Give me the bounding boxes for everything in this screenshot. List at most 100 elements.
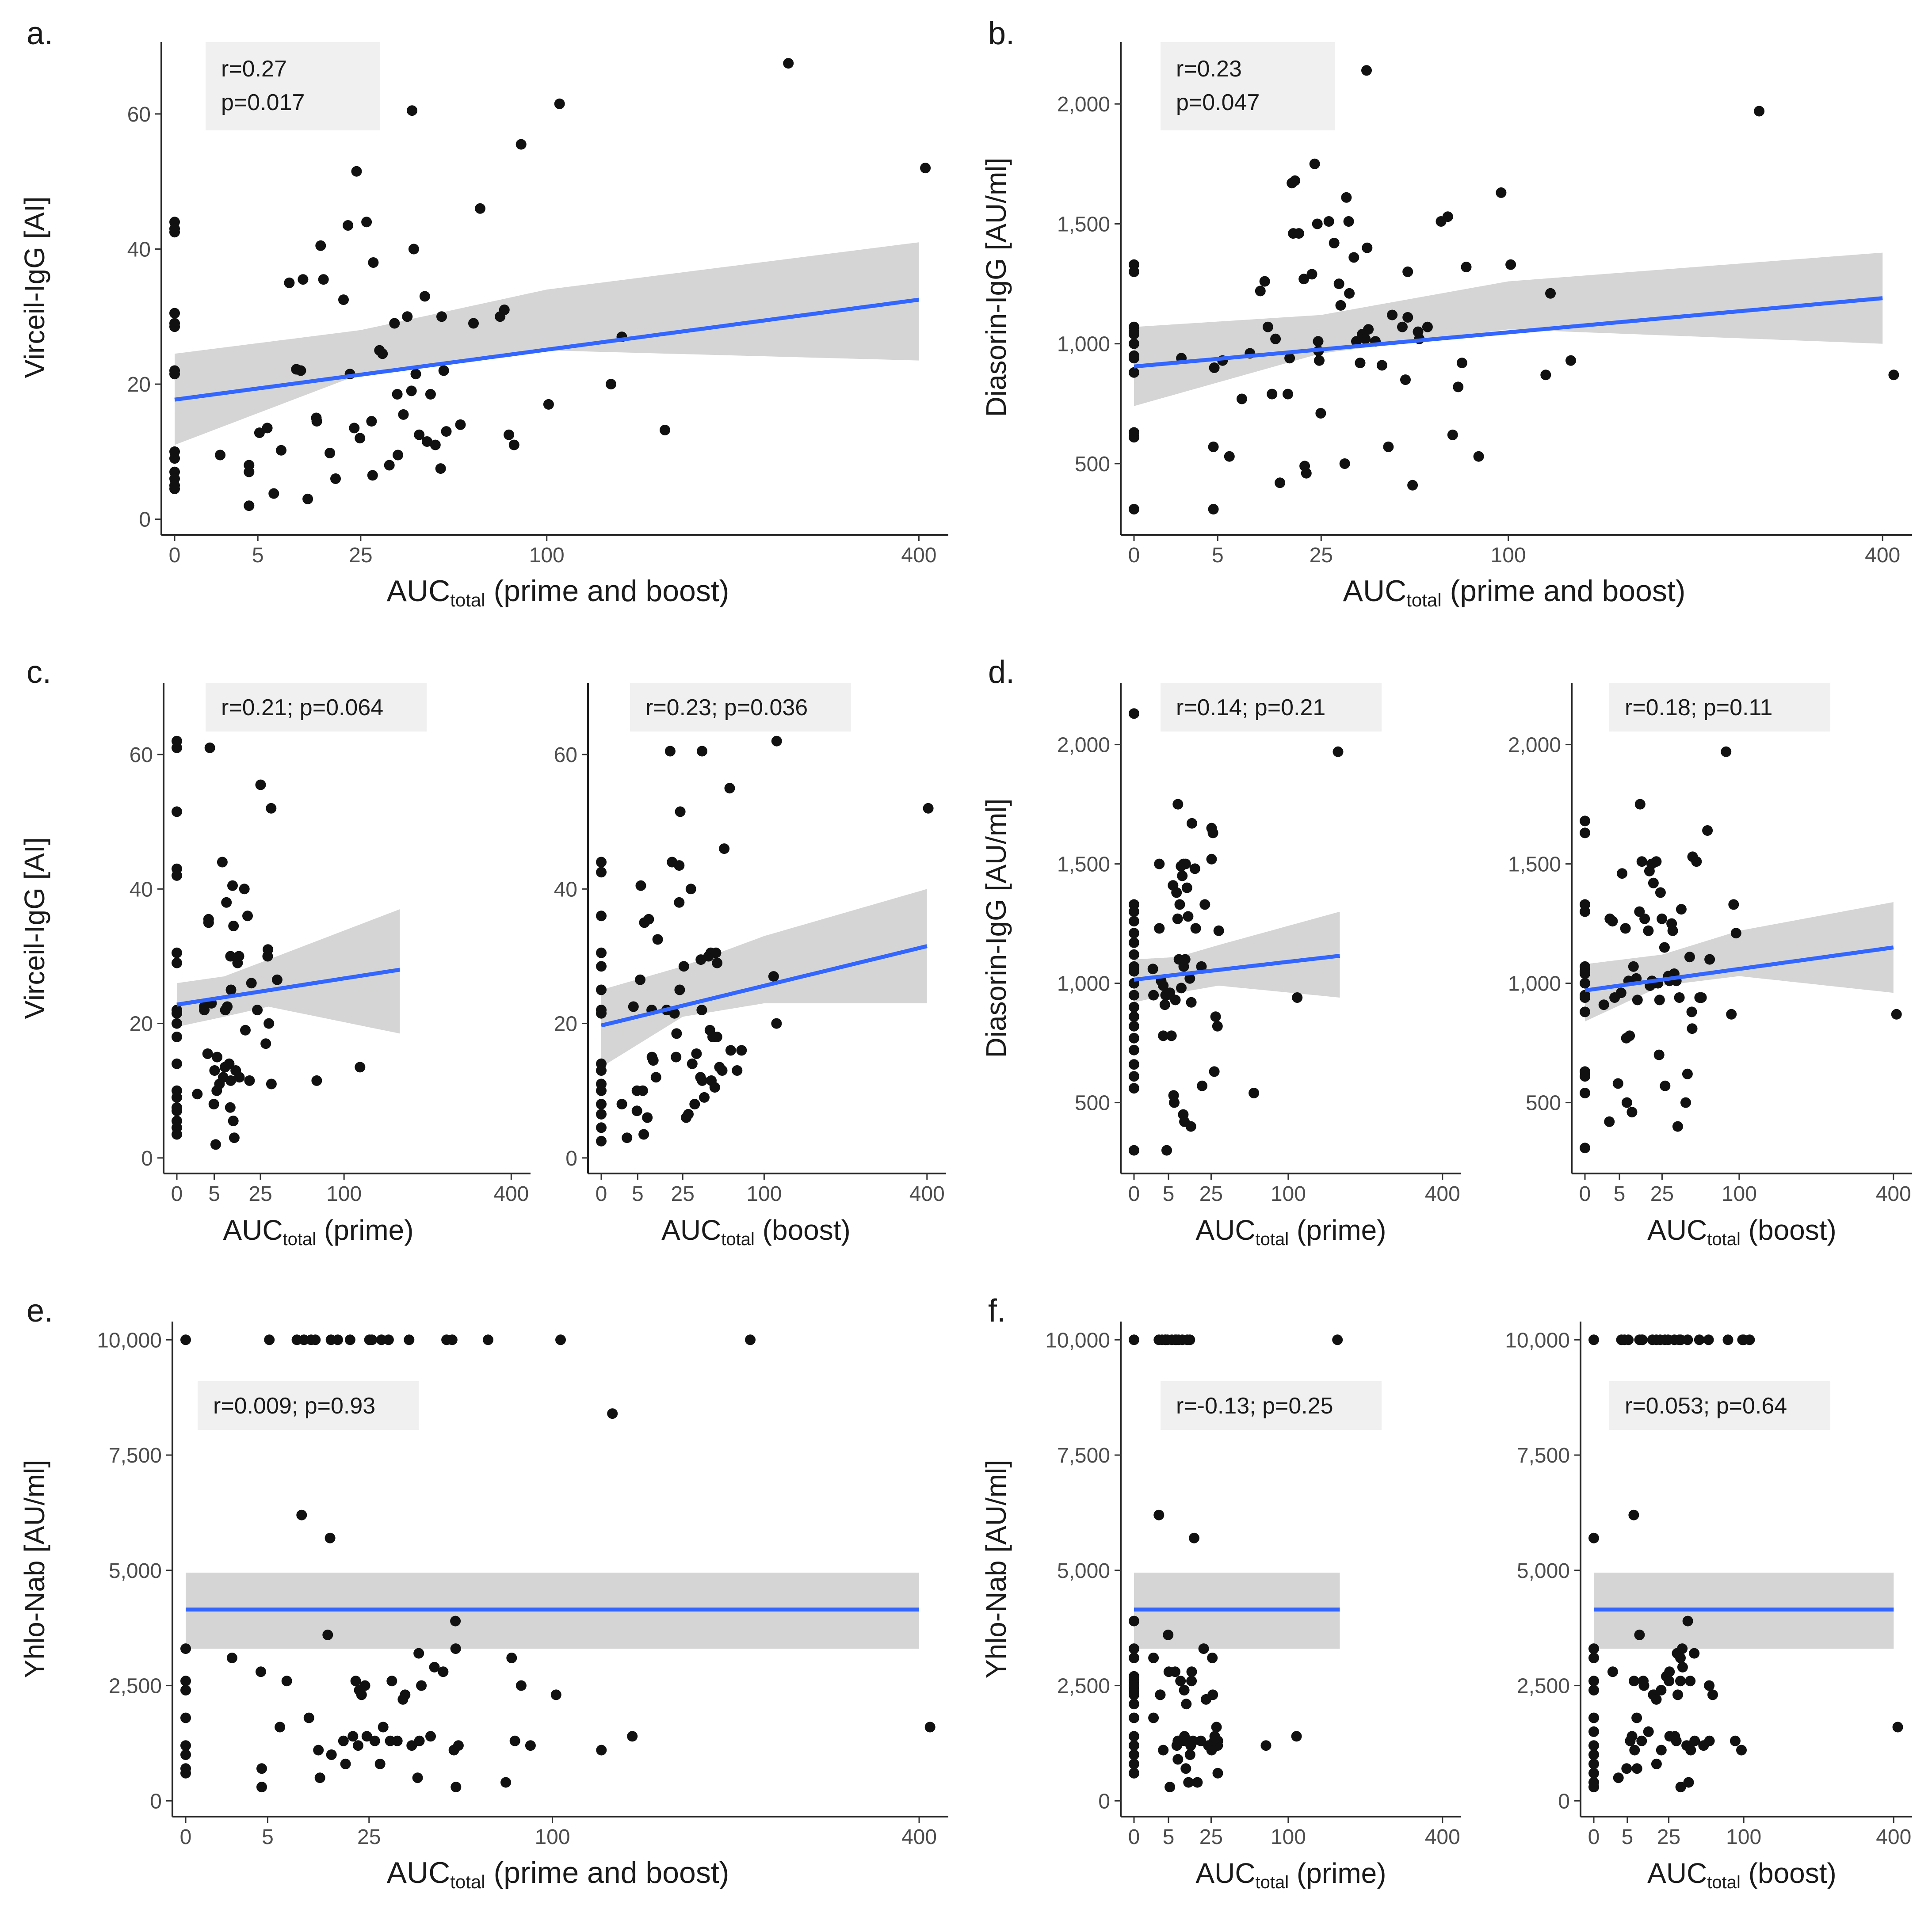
data-point: [1615, 987, 1627, 998]
data-point: [1687, 1023, 1698, 1034]
data-point: [1696, 992, 1707, 1003]
data-point: [1689, 1735, 1700, 1746]
data-point: [296, 1509, 307, 1520]
data-point: [400, 1689, 411, 1700]
data-point: [225, 1075, 236, 1086]
data-point: [596, 857, 607, 868]
data-point: [367, 1334, 378, 1345]
data-point: [1675, 1653, 1686, 1663]
data-point: [607, 1408, 618, 1419]
x-axis-label: AUCtotal (prime): [1195, 1214, 1386, 1249]
data-point: [315, 240, 326, 251]
data-point: [671, 1028, 682, 1039]
data-point: [1314, 355, 1325, 366]
data-point: [1728, 899, 1739, 910]
data-point: [596, 984, 607, 995]
data-point: [410, 369, 421, 380]
data-point: [1187, 1735, 1199, 1746]
data-point: [1588, 1758, 1599, 1769]
data-point: [1580, 906, 1590, 917]
data-point: [227, 880, 238, 891]
x-tick-label: 400: [1425, 1182, 1460, 1206]
y-tick-label: 5,000: [109, 1559, 162, 1583]
data-point: [383, 1334, 394, 1345]
y-axis-label: Virceil-IgG [AI]: [19, 196, 50, 378]
x-axis-label-main: AUC: [1195, 1214, 1255, 1246]
data-point: [303, 1712, 314, 1723]
data-point: [687, 1058, 698, 1069]
y-tick-label: 0: [1558, 1790, 1570, 1813]
data-point: [1580, 992, 1590, 1003]
fit-line: [1134, 296, 1883, 369]
y-tick-label: 0: [150, 1790, 162, 1813]
data-point: [1329, 237, 1340, 248]
data-point: [1262, 321, 1273, 332]
data-point: [1312, 218, 1323, 229]
x-tick-label: 400: [901, 544, 936, 567]
x-axis-label-rest: (prime and boost): [485, 1856, 729, 1890]
data-point: [192, 1089, 203, 1100]
data-point: [596, 911, 607, 922]
data-point: [652, 934, 663, 945]
data-point: [555, 1334, 566, 1345]
data-point: [1129, 1749, 1139, 1760]
data-point: [1598, 999, 1609, 1010]
x-axis-label: AUCtotal (prime and boost): [387, 1856, 729, 1892]
data-point: [226, 1653, 237, 1663]
data-point: [225, 984, 237, 995]
data-point: [1891, 1009, 1902, 1020]
data-point: [725, 1045, 736, 1056]
x-tick-label: 25: [671, 1182, 695, 1206]
data-point: [1270, 333, 1281, 344]
data-point: [711, 1032, 722, 1042]
data-point: [771, 735, 782, 747]
y-tick-label: 10,000: [1045, 1329, 1110, 1352]
data-point: [1165, 1782, 1176, 1793]
data-point: [1154, 923, 1165, 934]
data-point: [1129, 1071, 1139, 1082]
data-point: [1129, 1653, 1139, 1663]
y-tick-label: 40: [127, 238, 151, 261]
data-point: [1159, 999, 1170, 1010]
data-point: [719, 843, 730, 854]
data-point: [1213, 925, 1224, 936]
data-point: [1172, 1754, 1184, 1765]
data-point: [240, 1025, 251, 1036]
data-point: [233, 951, 244, 962]
y-tick-label: 1,000: [1057, 333, 1110, 356]
y-tick-label: 20: [127, 373, 151, 396]
data-point: [1704, 1735, 1715, 1746]
y-tick-label: 10,000: [97, 1329, 162, 1352]
y-tick-label: 0: [141, 1147, 153, 1170]
data-point: [1129, 1740, 1139, 1751]
x-tick-label: 100: [746, 1182, 782, 1206]
data-point: [596, 1065, 607, 1076]
y-tick-label: 40: [554, 878, 577, 901]
x-axis-label-rest: (boost): [1741, 1857, 1837, 1889]
data-point: [1442, 211, 1453, 222]
data-point: [1189, 1532, 1199, 1543]
data-point: [1170, 1666, 1180, 1677]
x-tick-label: 0: [1128, 1182, 1140, 1206]
data-point: [1255, 286, 1266, 297]
data-point: [1129, 1689, 1139, 1700]
data-point: [228, 921, 239, 931]
data-point: [378, 1722, 389, 1733]
data-point: [1643, 1726, 1654, 1737]
data-point: [1674, 992, 1685, 1003]
panel-letter: c.: [27, 655, 51, 690]
data-point: [180, 1676, 191, 1687]
x-tick-label: 400: [1865, 544, 1900, 567]
data-point: [228, 1116, 239, 1127]
data-point: [1129, 949, 1139, 960]
y-axis-label: Diasorin-IgG [AU/ml]: [980, 158, 1012, 417]
data-point: [1634, 1629, 1645, 1640]
y-tick-label: 60: [554, 743, 577, 767]
data-point: [1170, 994, 1181, 1006]
y-tick-label: 10,000: [1505, 1329, 1570, 1352]
data-point: [298, 274, 309, 285]
data-point: [1682, 1334, 1693, 1345]
data-point: [1620, 923, 1631, 934]
data-point: [366, 416, 377, 427]
data-point: [1301, 468, 1312, 479]
